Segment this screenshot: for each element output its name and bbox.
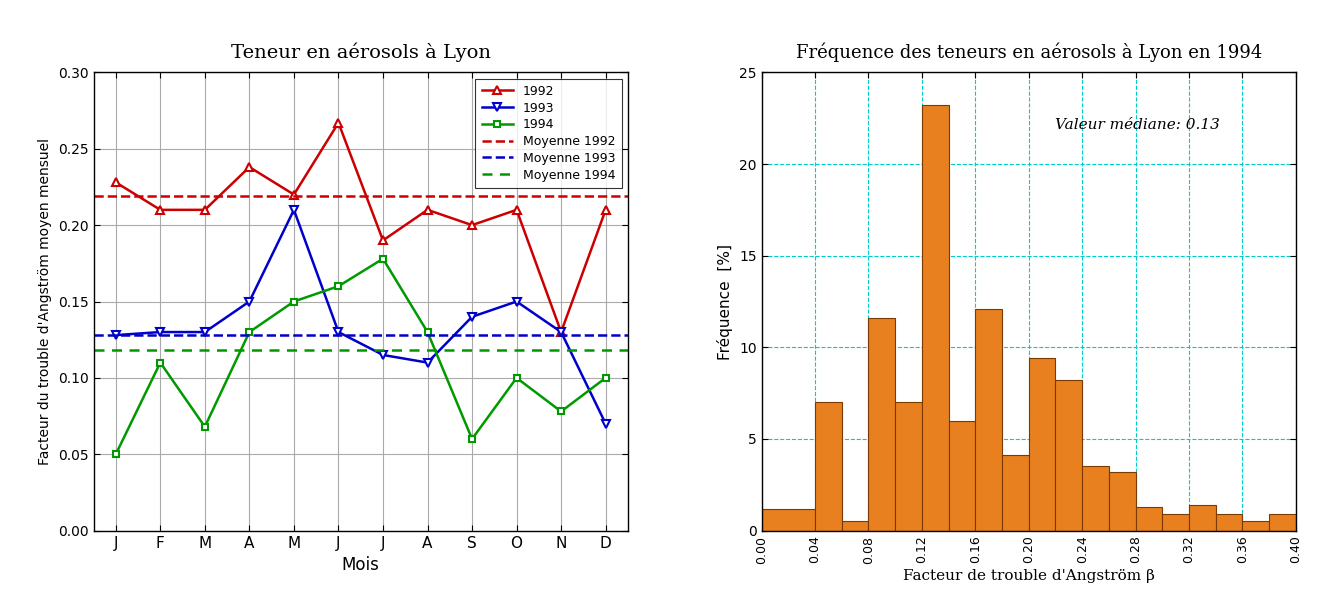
Bar	[1136, 507, 1162, 531]
Bar	[1109, 472, 1136, 531]
Y-axis label: Facteur du trouble d'Angström moyen mensuel: Facteur du trouble d'Angström moyen mens…	[39, 138, 52, 465]
Bar	[762, 509, 815, 531]
Bar	[1269, 514, 1296, 531]
Bar	[1162, 514, 1189, 531]
Text: Valeur médiane: 0.13: Valeur médiane: 0.13	[1055, 118, 1220, 132]
Bar	[1216, 514, 1242, 531]
Bar	[1055, 380, 1082, 531]
X-axis label: Mois: Mois	[342, 556, 379, 574]
Title: Teneur en aérosols à Lyon: Teneur en aérosols à Lyon	[231, 43, 490, 63]
Bar	[815, 402, 842, 531]
Bar	[842, 522, 868, 531]
Y-axis label: Fréquence  [%]: Fréquence [%]	[717, 244, 733, 359]
Bar	[868, 318, 895, 531]
Bar	[1189, 505, 1216, 531]
Bar	[1002, 455, 1029, 531]
Bar	[975, 309, 1002, 531]
Title: Fréquence des teneurs en aérosols à Lyon en 1994: Fréquence des teneurs en aérosols à Lyon…	[796, 43, 1261, 63]
Bar	[922, 106, 949, 531]
Bar	[1242, 522, 1269, 531]
Legend: 1992, 1993, 1994, Moyenne 1992, Moyenne 1993, Moyenne 1994: 1992, 1993, 1994, Moyenne 1992, Moyenne …	[476, 78, 621, 188]
X-axis label: Facteur de trouble d'Angström β: Facteur de trouble d'Angström β	[903, 569, 1154, 583]
Bar	[895, 402, 922, 531]
Bar	[1082, 467, 1109, 531]
Bar	[1029, 358, 1055, 531]
Bar	[949, 421, 975, 531]
